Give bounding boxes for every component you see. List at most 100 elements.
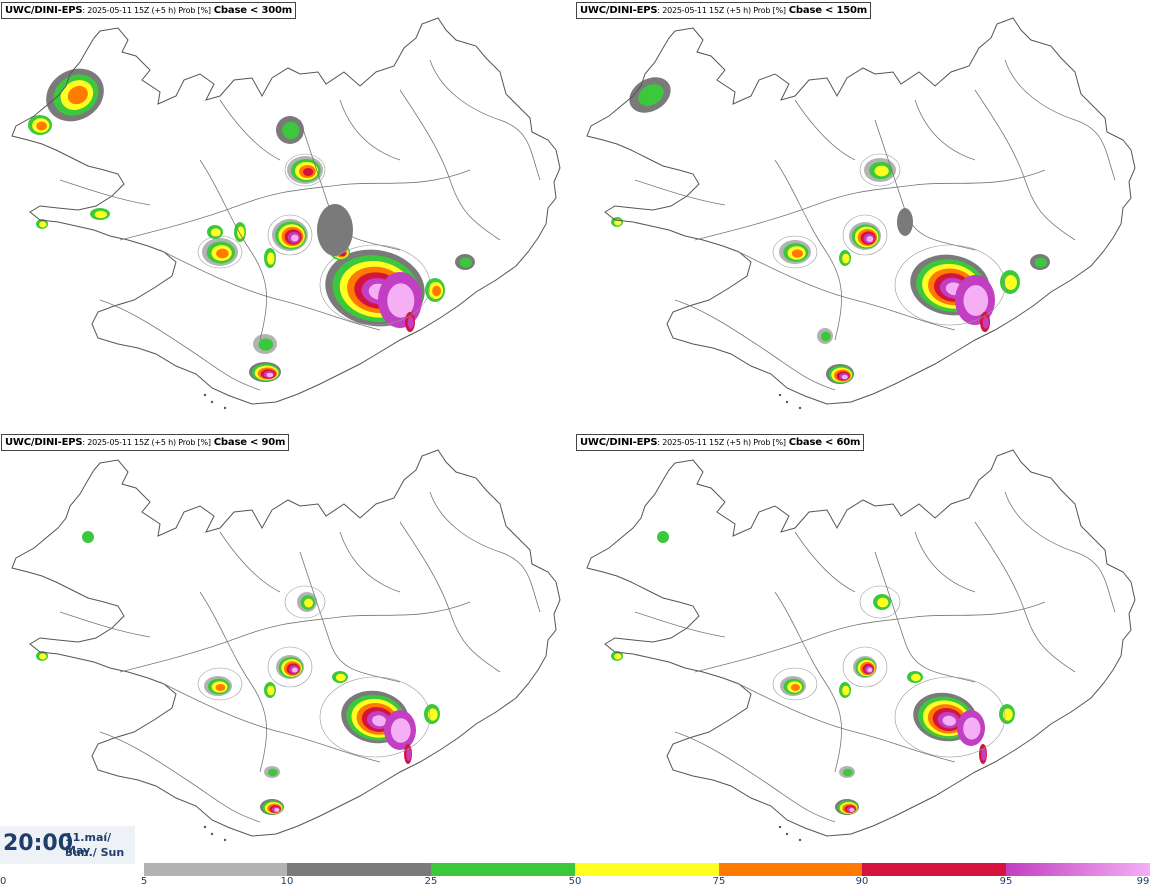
probability-contour-pink <box>963 285 989 316</box>
probability-contour-yellow <box>335 673 346 682</box>
road-line <box>634 179 726 206</box>
probability-contour-gray2 <box>317 204 353 256</box>
road-line <box>159 681 381 763</box>
panel-title: UWC/DINI-EPS: 2025-05-11 15Z (+5 h) Prob… <box>1 434 290 451</box>
road-line <box>219 99 281 161</box>
probability-contour-orange <box>215 684 226 691</box>
probability-contour-yellow <box>304 598 314 608</box>
coastline <box>11 17 561 405</box>
colorbar-tick-label: 10 <box>280 876 294 887</box>
probability-contour-pink <box>274 808 280 812</box>
colorbar-tick-label: 75 <box>712 876 726 887</box>
road-line <box>734 681 956 763</box>
colorbar-segment-90-95 <box>862 863 1006 876</box>
probability-contour-yellow <box>1004 275 1017 290</box>
road-line <box>914 531 976 593</box>
road-line <box>1004 491 1116 613</box>
probability-contour-pink <box>942 715 956 726</box>
valid-time-box: 20:00 11.maí/ May Sun./ Sun <box>0 826 135 864</box>
glacier-outline <box>267 646 313 688</box>
probability-contour-pink <box>867 667 873 673</box>
road-line <box>774 591 842 773</box>
glacier-outline <box>772 235 818 269</box>
probability-contour-green <box>267 768 278 777</box>
road-line <box>59 611 151 638</box>
probability-contour-pink <box>849 808 855 812</box>
road-line <box>734 249 956 331</box>
probability-contour-yellow <box>614 653 622 660</box>
valid-time: 20:00 <box>3 831 74 856</box>
glacier-outline <box>842 646 888 688</box>
probability-contour-yellow <box>39 653 47 660</box>
probability-contour-yellow <box>1002 708 1013 721</box>
road-line <box>634 611 726 638</box>
probability-contour-orange <box>216 248 229 259</box>
road-line <box>199 159 267 341</box>
glacier-outline <box>772 667 818 701</box>
probability-contour-mag <box>407 316 414 329</box>
road-line <box>974 89 1076 241</box>
road-line <box>774 159 842 341</box>
road-line <box>119 169 471 241</box>
road-line <box>119 601 471 673</box>
colorbar-segment-50-75 <box>575 863 719 876</box>
iceland-map <box>11 17 561 410</box>
probability-colorbar <box>144 863 1150 876</box>
map-panel-300m: UWC/DINI-EPS: 2025-05-11 15Z (+5 h) Prob… <box>0 0 575 432</box>
glacier-outline <box>319 676 431 758</box>
island-dot <box>778 393 782 397</box>
colorbar-segment-10-25 <box>287 863 431 876</box>
colorbar-tick-label: 95 <box>999 876 1013 887</box>
probability-contour-green <box>638 84 664 106</box>
road-line <box>974 521 1076 673</box>
panel-title: UWC/DINI-EPS: 2025-05-11 15Z (+5 h) Prob… <box>576 434 865 451</box>
probability-contour-pink <box>841 374 848 380</box>
probability-contour-green <box>82 531 94 543</box>
probability-contour-pink <box>291 234 299 242</box>
probability-contour-green <box>459 257 472 268</box>
probability-contour-red <box>303 168 314 176</box>
probability-contour-yellow <box>427 708 438 721</box>
iceland-map <box>586 449 1136 842</box>
probability-contour-yellow <box>94 210 107 219</box>
road-line <box>429 59 541 181</box>
road-line <box>694 601 1046 673</box>
probability-contour-yellow <box>39 221 47 228</box>
road-line <box>99 731 261 823</box>
probability-contour-pink <box>390 718 411 743</box>
road-line <box>299 551 401 683</box>
colorbar-segment-25-50 <box>431 863 575 876</box>
colorbar-tick-label: 25 <box>424 876 438 887</box>
colorbar-tick-label: 99 <box>1136 876 1150 887</box>
valid-weekday: Sun./ Sun <box>65 846 125 859</box>
probability-contour-pink <box>866 236 874 242</box>
road-line <box>874 551 976 683</box>
road-line <box>339 531 401 593</box>
island-dot <box>210 832 214 836</box>
probability-contour-green <box>842 768 853 777</box>
probability-contour-green <box>820 331 831 342</box>
road-line <box>794 531 856 593</box>
island-dot <box>203 825 207 829</box>
glacier-outline <box>894 676 1006 758</box>
colorbar-segment-95-99 <box>1006 863 1150 876</box>
probability-contour-mag <box>982 316 989 329</box>
probability-contour-orange <box>790 684 800 691</box>
island-dot <box>798 406 802 410</box>
glacier-outline <box>284 585 326 619</box>
glacier-outline <box>284 153 326 187</box>
road-line <box>199 591 267 773</box>
coastline <box>586 17 1136 405</box>
island-dot <box>778 825 782 829</box>
map-panel-150m: UWC/DINI-EPS: 2025-05-11 15Z (+5 h) Prob… <box>575 0 1150 432</box>
island-dot <box>223 406 227 410</box>
island-dot <box>210 400 214 404</box>
map-panel-60m: UWC/DINI-EPS: 2025-05-11 15Z (+5 h) Prob… <box>575 432 1150 864</box>
coastline <box>11 449 561 837</box>
island-dot <box>785 832 789 836</box>
road-line <box>399 89 501 241</box>
probability-contour-mag <box>981 748 987 761</box>
probability-contour-mag <box>406 748 412 761</box>
island-dot <box>223 838 227 842</box>
island-dot <box>203 393 207 397</box>
